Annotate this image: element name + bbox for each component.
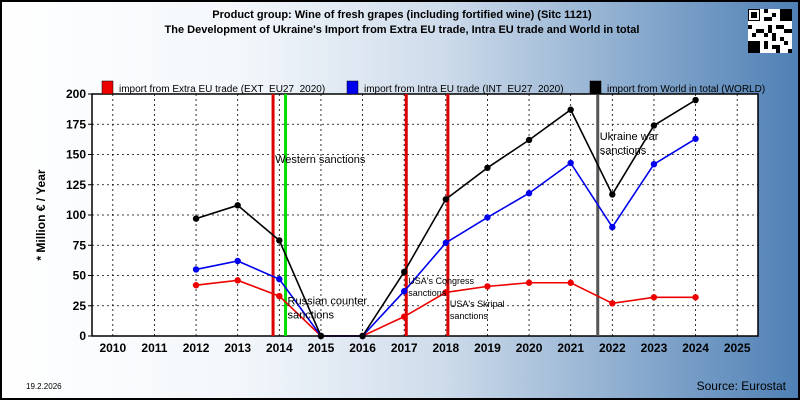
y-tick-label: 25 xyxy=(73,299,87,313)
data-point xyxy=(525,279,533,286)
y-tick-label: 75 xyxy=(73,238,87,252)
x-tick-label: 2019 xyxy=(474,341,501,355)
event-label: sanctions xyxy=(288,310,335,322)
data-point xyxy=(484,164,491,172)
qr-code-icon xyxy=(748,9,792,53)
data-point xyxy=(234,257,241,265)
source-note: Source: Eurostat xyxy=(696,379,786,393)
data-point xyxy=(276,292,283,300)
y-axis-label: * Million € / Year xyxy=(34,169,48,260)
x-tick-label: 2018 xyxy=(432,341,459,355)
data-point xyxy=(692,294,699,301)
x-tick-label: 2023 xyxy=(641,341,668,355)
data-point xyxy=(484,283,491,290)
y-tick-label: 150 xyxy=(66,148,86,162)
x-tick-label: 2010 xyxy=(99,341,126,355)
legend-label: import from Intra EU trade (INT_EU27_202… xyxy=(364,84,564,95)
legend-swatch xyxy=(346,80,359,95)
x-tick-label: 2016 xyxy=(349,341,376,355)
legend-swatch xyxy=(101,80,114,95)
y-tick-label: 200 xyxy=(66,87,86,101)
data-point xyxy=(442,239,450,247)
legend-label: import from Extra EU trade (EXT_EU27_202… xyxy=(119,84,325,95)
x-tick-label: 2015 xyxy=(308,341,335,355)
x-tick-label: 2014 xyxy=(266,341,293,355)
event-label: USA's Congress xyxy=(408,276,474,286)
data-point xyxy=(317,332,325,340)
data-point xyxy=(276,275,283,283)
legend-label: import from World in total (WORLD) xyxy=(607,84,765,95)
event-label: Western sanctions xyxy=(275,154,366,166)
y-tick-label: 125 xyxy=(66,178,86,192)
x-tick-label: 2011 xyxy=(141,341,167,355)
data-point xyxy=(400,268,408,276)
data-point xyxy=(650,122,658,129)
data-point xyxy=(359,332,366,340)
data-point xyxy=(400,288,408,295)
data-point xyxy=(609,191,616,198)
x-tick-label: 2025 xyxy=(724,341,751,355)
x-tick-label: 2013 xyxy=(224,341,251,355)
data-point xyxy=(234,202,241,209)
data-point xyxy=(525,190,533,197)
data-point xyxy=(442,289,450,296)
data-point xyxy=(442,196,450,203)
event-label: sanctions xyxy=(600,145,647,157)
x-tick-label: 2012 xyxy=(183,341,210,355)
y-tick-label: 50 xyxy=(73,269,87,283)
event-label: sanctions xyxy=(408,288,447,298)
data-point xyxy=(525,136,533,144)
data-point xyxy=(692,96,699,104)
data-point xyxy=(234,277,241,284)
data-point xyxy=(400,313,408,320)
data-point xyxy=(276,237,283,244)
data-point xyxy=(609,300,616,307)
data-point xyxy=(609,223,616,231)
event-label: Ukraine war xyxy=(600,131,659,143)
data-point xyxy=(692,135,699,142)
x-tick-label: 2020 xyxy=(516,341,543,355)
chart-title-line1: Product group: Wine of fresh grapes (inc… xyxy=(212,9,592,21)
legend-swatch xyxy=(589,80,602,95)
data-point xyxy=(650,294,658,301)
data-point xyxy=(484,214,491,221)
x-tick-label: 2021 xyxy=(557,341,584,355)
data-point xyxy=(567,279,574,286)
data-point xyxy=(567,106,574,113)
x-tick-label: 2017 xyxy=(391,341,418,355)
data-point xyxy=(192,215,200,222)
event-label: Russian counter xyxy=(288,296,368,308)
x-tick-label: 2022 xyxy=(599,341,626,355)
y-tick-label: 0 xyxy=(79,329,86,343)
data-point xyxy=(650,160,658,168)
export-date: 19.2.2026 xyxy=(26,382,62,391)
y-tick-label: 100 xyxy=(66,208,86,222)
data-point xyxy=(192,266,200,273)
event-label: sanctions xyxy=(450,311,489,321)
event-label: USA's Skripal xyxy=(450,299,505,309)
data-point xyxy=(192,281,200,289)
x-tick-label: 2024 xyxy=(682,341,709,355)
data-point xyxy=(567,159,574,167)
chart-title-line2: The Development of Ukraine's Import from… xyxy=(164,24,640,36)
y-tick-label: 175 xyxy=(66,117,86,131)
